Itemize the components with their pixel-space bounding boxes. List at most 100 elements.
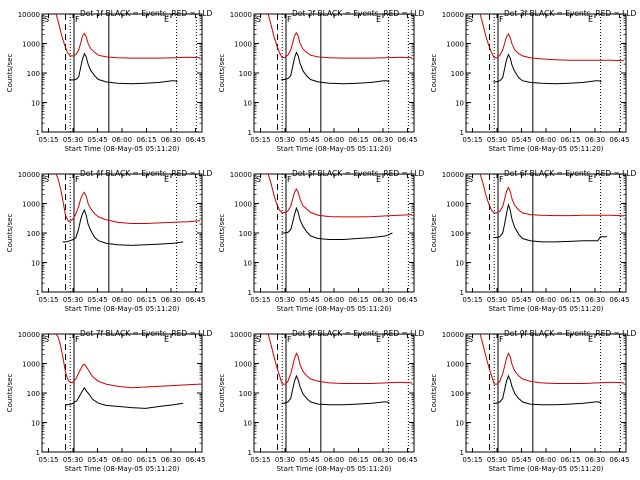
y-tick-label: 10 — [455, 260, 464, 268]
y-tick-label: 1000 — [22, 201, 40, 209]
panel-title: Det 7f BLACK = Events, RED = LLD — [80, 329, 213, 338]
y-tick-label: 1 — [36, 289, 40, 297]
x-tick-label: 06:45 — [185, 296, 205, 304]
chart-panel: 1 10 100 1000 10000 05:15 05:30 05:45 06:00 06:15… — [218, 169, 425, 313]
chart-panel: 1 10 100 1000 10000 05:15 05:30 05:45 06:00 06:15… — [218, 9, 425, 153]
x-tick-label: 05:30 — [63, 136, 83, 144]
flag-marker-s: S — [468, 175, 473, 184]
panel-title: Det 8f BLACK = Events, RED = LLD — [292, 329, 425, 338]
series-line-lld — [479, 14, 625, 62]
y-axis-label: Counts/sec — [218, 214, 226, 253]
x-tick-label: 06:30 — [161, 296, 181, 304]
series-line-events — [69, 52, 178, 85]
y-tick-label: 1000 — [234, 41, 252, 49]
flag-marker-e: E — [588, 335, 593, 344]
y-tick-label: 10 — [31, 420, 40, 428]
y-axis-label: Counts/sec — [6, 214, 14, 253]
y-axis-label: Counts/sec — [218, 54, 226, 93]
x-tick-label: 05:30 — [63, 456, 83, 464]
flag-marker-e: E — [588, 175, 593, 184]
flag-marker-s: S — [256, 15, 261, 24]
series-line-events — [493, 53, 602, 85]
x-tick-label: 06:45 — [397, 456, 417, 464]
chart-panel: 1 10 100 1000 10000 05:15 05:30 05:45 06:00 06:15… — [430, 169, 637, 313]
y-tick-label: 1 — [460, 289, 464, 297]
panel-title: Det 5f BLACK = Events, RED = LLD — [292, 169, 425, 178]
x-tick-label: 05:45 — [299, 296, 319, 304]
x-tick-label: 06:00 — [324, 456, 344, 464]
x-tick-label: 05:15 — [38, 456, 58, 464]
y-tick-label: 10000 — [442, 11, 464, 19]
series-line-lld — [267, 14, 413, 59]
x-tick-label: 06:30 — [373, 136, 393, 144]
x-tick-label: 06:00 — [536, 136, 556, 144]
flag-marker-e: E — [376, 335, 381, 344]
x-tick-label: 06:00 — [536, 296, 556, 304]
chart-panel: 1 10 100 1000 10000 05:15 05:30 05:45 06:00 06:15… — [6, 169, 213, 313]
x-tick-label: 06:15 — [560, 456, 580, 464]
x-tick-label: 05:45 — [511, 296, 531, 304]
x-tick-label: 05:30 — [275, 456, 295, 464]
y-tick-label: 1 — [248, 129, 252, 137]
y-tick-label: 100 — [239, 230, 252, 238]
y-tick-label: 1 — [36, 129, 40, 137]
flag-marker-f: F — [499, 175, 504, 184]
flag-marker-e: E — [376, 15, 381, 24]
flag-marker-f: F — [287, 175, 292, 184]
chart-panel: 1 10 100 1000 10000 05:15 05:30 05:45 06:00 06:15… — [430, 9, 637, 153]
x-axis-label: Start Time (08-May-05 05:11:20) — [276, 465, 391, 473]
series-line-events — [281, 51, 390, 85]
y-tick-label: 100 — [451, 230, 464, 238]
y-tick-label: 1000 — [234, 361, 252, 369]
x-tick-label: 06:30 — [585, 456, 605, 464]
x-tick-label: 05:15 — [462, 136, 482, 144]
y-tick-label: 10 — [455, 100, 464, 108]
y-tick-label: 10 — [31, 260, 40, 268]
y-tick-label: 1000 — [446, 201, 464, 209]
flag-marker-e: E — [164, 15, 169, 24]
y-tick-label: 10000 — [230, 171, 252, 179]
x-tick-label: 06:45 — [397, 296, 417, 304]
x-axis-label: Start Time (08-May-05 05:11:20) — [488, 305, 603, 313]
x-tick-label: 06:15 — [560, 296, 580, 304]
flag-marker-s: S — [44, 335, 49, 344]
chart-panel: 1 10 100 1000 10000 05:15 05:30 05:45 06:00 06:15… — [6, 9, 213, 153]
x-tick-label: 06:00 — [324, 136, 344, 144]
x-tick-label: 05:30 — [487, 456, 507, 464]
y-axis-label: Counts/sec — [218, 374, 226, 413]
x-tick-label: 06:30 — [373, 296, 393, 304]
flag-marker-e: E — [376, 175, 381, 184]
x-axis-label: Start Time (08-May-05 05:11:20) — [488, 465, 603, 473]
y-axis-label: Counts/sec — [430, 54, 438, 93]
x-tick-label: 06:45 — [609, 136, 629, 144]
chart-panel: 1 10 100 1000 10000 05:15 05:30 05:45 06:00 06:15… — [430, 329, 637, 473]
y-tick-label: 1000 — [22, 41, 40, 49]
y-tick-label: 100 — [27, 390, 40, 398]
x-tick-label: 06:15 — [136, 296, 156, 304]
x-tick-label: 05:45 — [87, 296, 107, 304]
panel-title: Det 3f BLACK = Events, RED = LLD — [504, 9, 637, 18]
x-tick-label: 06:00 — [112, 456, 132, 464]
x-tick-label: 06:00 — [324, 296, 344, 304]
y-tick-label: 1 — [248, 449, 252, 457]
chart-panel: 1 10 100 1000 10000 05:15 05:30 05:45 06:00 06:15… — [6, 329, 213, 473]
panel-title: Det 6f BLACK = Events, RED = LLD — [504, 169, 637, 178]
flag-marker-f: F — [287, 335, 292, 344]
x-tick-label: 05:45 — [299, 136, 319, 144]
flag-marker-s: S — [468, 335, 473, 344]
y-tick-label: 10 — [455, 420, 464, 428]
x-tick-label: 05:45 — [299, 456, 319, 464]
y-tick-label: 1 — [248, 289, 252, 297]
x-axis-label: Start Time (08-May-05 05:11:20) — [488, 145, 603, 153]
flag-marker-f: F — [287, 15, 292, 24]
series-line-lld — [55, 14, 201, 59]
x-tick-label: 05:15 — [38, 296, 58, 304]
x-tick-label: 06:45 — [609, 296, 629, 304]
x-tick-label: 05:15 — [462, 456, 482, 464]
y-tick-label: 10000 — [442, 331, 464, 339]
panel-title: Det 9f BLACK = Events, RED = LLD — [504, 329, 637, 338]
x-tick-label: 06:15 — [348, 296, 368, 304]
x-tick-label: 06:45 — [397, 136, 417, 144]
x-axis-label: Start Time (08-May-05 05:11:20) — [276, 305, 391, 313]
